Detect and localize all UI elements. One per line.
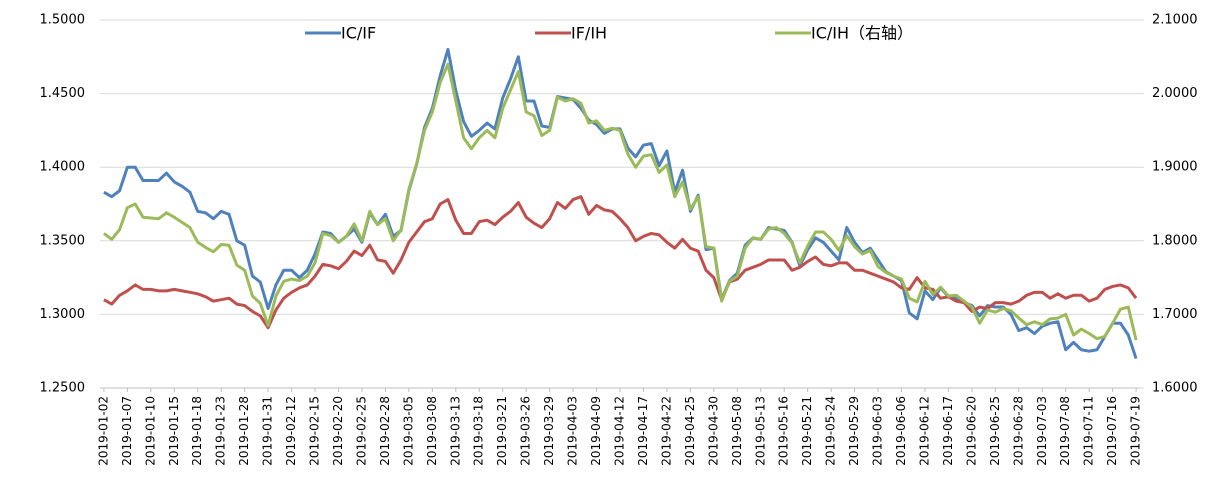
y2-tick-label: 1.9000 [1152, 160, 1198, 175]
series-line [103, 62, 1138, 341]
x-tick-label: 2019-05-21 [800, 396, 814, 466]
y-tick-label: 1.5000 [40, 13, 86, 28]
x-tick-label: 2019-02-25 [354, 396, 368, 466]
x-tick-label: 2019-06-25 [988, 396, 1002, 466]
x-tick-label: 2019-07-03 [1035, 396, 1049, 466]
x-tick-label: 2019-05-08 [730, 396, 744, 466]
x-tick-label: 2019-02-20 [331, 396, 345, 466]
y2-tick-label: 1.7000 [1152, 307, 1198, 322]
x-tick-label: 2019-06-06 [894, 396, 908, 466]
x-tick-label: 2019-02-28 [378, 396, 392, 466]
y2-tick-label: 2.0000 [1152, 86, 1198, 101]
x-tick-label: 2019-05-13 [753, 396, 767, 466]
x-tick-label: 2019-01-10 [143, 396, 157, 466]
x-tick-label: 2019-07-19 [1129, 396, 1143, 466]
x-tick-label: 2019-01-15 [167, 396, 181, 466]
x-tick-label: 2019-07-08 [1058, 396, 1072, 466]
x-tick-label: 2019-01-02 [96, 396, 110, 466]
x-tick-label: 2019-06-28 [1011, 396, 1025, 466]
x-tick-label: 2019-06-17 [941, 396, 955, 466]
y-tick-label: 1.4500 [40, 86, 86, 101]
x-tick-label: 2019-04-30 [706, 396, 720, 466]
x-tick-label: 2019-01-31 [261, 396, 275, 466]
x-tick-label: 2019-01-07 [120, 396, 134, 466]
x-tick-label: 2019-03-26 [519, 396, 533, 466]
x-tick-label: 2019-02-15 [308, 396, 322, 466]
x-tick-label: 2019-06-03 [871, 396, 885, 466]
x-tick-label: 2019-04-22 [659, 396, 673, 466]
x-tick-label: 2019-05-16 [777, 396, 791, 466]
y-tick-label: 1.3000 [40, 307, 86, 322]
x-tick-label: 2019-04-25 [683, 396, 697, 466]
x-tick-label: 2019-04-12 [613, 396, 627, 466]
x-tick-label: 2019-03-08 [425, 396, 439, 466]
legend-label: IC/IF [341, 24, 376, 43]
x-tick-label: 2019-04-03 [566, 396, 580, 466]
x-tick-label: 2019-03-18 [472, 396, 486, 466]
y2-tick-label: 1.6000 [1152, 381, 1198, 396]
y-tick-label: 1.2500 [40, 381, 86, 396]
y2-tick-label: 2.1000 [1152, 13, 1198, 28]
legend-label: IC/IH（右轴） [811, 24, 913, 43]
x-tick-label: 2019-05-29 [847, 396, 861, 466]
x-tick-label: 2019-07-16 [1105, 396, 1119, 466]
legend-label: IF/IH [571, 24, 607, 43]
x-tick-label: 2019-05-24 [824, 396, 838, 466]
x-tick-label: 2019-06-12 [917, 396, 931, 466]
x-tick-label: 2019-07-11 [1082, 396, 1096, 466]
x-tick-label: 2019-03-13 [448, 396, 462, 466]
x-tick-label: 2019-02-12 [284, 396, 298, 466]
x-tick-label: 2019-04-09 [589, 396, 603, 466]
x-tick-label: 2019-01-18 [190, 396, 204, 466]
x-tick-label: 2019-04-17 [636, 396, 650, 466]
x-tick-label: 2019-03-29 [542, 396, 556, 466]
y-tick-label: 1.4000 [40, 160, 86, 175]
x-tick-label: 2019-06-20 [964, 396, 978, 466]
x-tick-label: 2019-03-21 [495, 396, 509, 466]
x-tick-label: 2019-01-28 [237, 396, 251, 466]
y2-tick-label: 1.8000 [1152, 233, 1198, 248]
y-tick-label: 1.3500 [40, 233, 86, 248]
x-tick-label: 2019-03-05 [401, 396, 415, 466]
x-tick-label: 2019-01-23 [214, 396, 228, 466]
